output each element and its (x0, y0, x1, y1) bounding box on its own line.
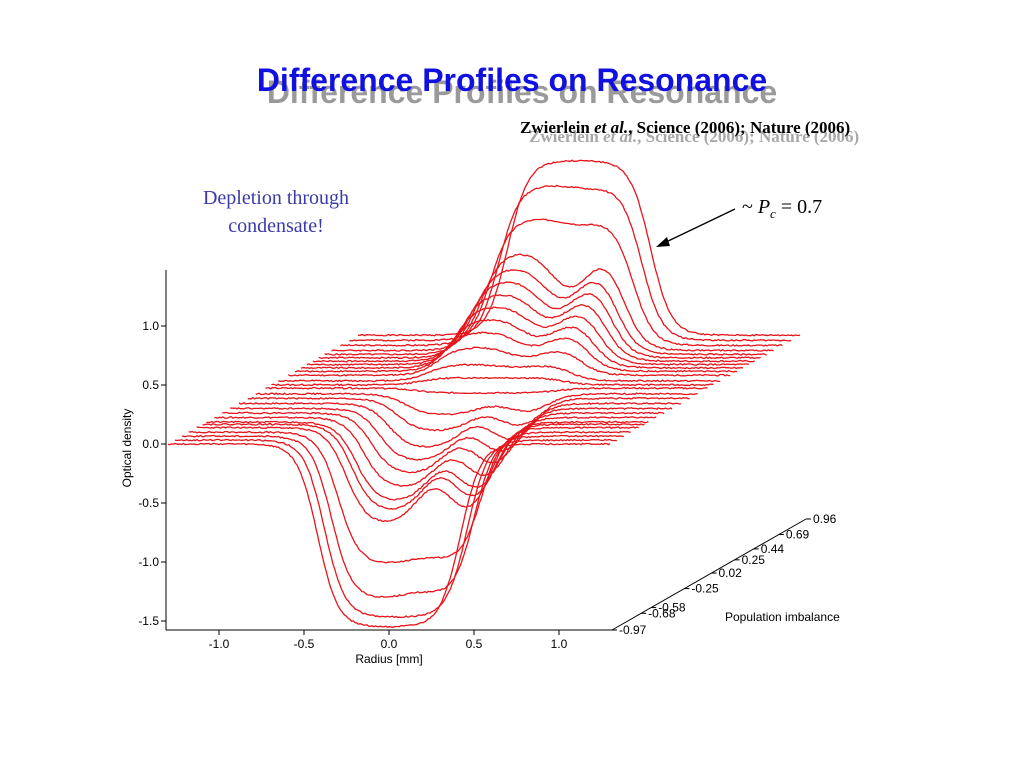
profile-curve (312, 293, 756, 363)
z-tick-label: 0.44 (761, 542, 785, 556)
pc-symbol: P (757, 196, 771, 218)
x-tick-label: 0.0 (381, 637, 398, 651)
x-axis-ticks: -1.0 -0.5 0.0 0.5 1.0 (209, 630, 568, 651)
profile-curve (174, 438, 617, 619)
x-tick-label: 1.0 (551, 637, 568, 651)
pc-arrow (656, 208, 736, 247)
pc-annotation: ~ Pc = 0.7 (742, 196, 823, 221)
z-axis-title: Population imbalance (725, 610, 840, 624)
profile-curve (222, 411, 665, 474)
pc-arrow-line (663, 208, 736, 244)
profile-curve (230, 407, 673, 461)
slide-title: Difference Profiles on Resonance (256, 62, 768, 98)
profile-curve (349, 184, 792, 342)
profile-curve (300, 318, 744, 370)
profile-curve (271, 376, 714, 387)
y-tick-label: 0.0 (142, 437, 159, 451)
y-tick-label: 0.5 (142, 378, 159, 392)
profile-curve (188, 430, 631, 564)
z-tick-label: 0.25 (742, 553, 766, 567)
profile-curve (340, 218, 783, 347)
y-axis-ticks: 1.0 0.5 0.0 -0.5 -1.0 -1.5 (138, 319, 166, 628)
profile-curve (214, 416, 657, 487)
chart-axes (165, 270, 807, 631)
z-axis-ticks: -0.97-0.68-0.58 -0.250.020.250.440.690.96 (612, 512, 837, 637)
citation-shadow: Zwierlein et al., Science (2006); Nature… (529, 127, 860, 146)
profile-curve (331, 253, 774, 352)
profile-curve (306, 306, 750, 366)
profile-curve (238, 401, 682, 448)
pc-value: = 0.7 (775, 196, 823, 218)
profile-curve (206, 420, 649, 501)
slide-title-block: Difference Profiles on Resonance Differe… (0, 62, 1024, 122)
z-tick-label: 0.96 (813, 512, 837, 526)
y-tick-label: -1.0 (138, 555, 159, 569)
profile-curve (358, 159, 801, 337)
profile-curve (181, 434, 624, 599)
z-tick-label: 0.02 (719, 566, 743, 580)
profile-curve (318, 281, 761, 360)
profile-curve (287, 346, 731, 377)
y-tick-label: 1.0 (142, 319, 159, 333)
slide-title-shadow: Difference Profiles on Resonance (266, 74, 778, 110)
profile-curves (167, 159, 801, 629)
citation-etal: et al. (594, 118, 629, 137)
depletion-note-line2: condensate! (228, 215, 324, 237)
y-tick-label: -0.5 (138, 496, 159, 510)
z-tick-label: -0.68 (648, 606, 676, 620)
profile-curve (324, 268, 767, 356)
z-tick-label: -0.97 (619, 623, 647, 637)
y-tick-label: -1.5 (138, 614, 159, 628)
x-axis-title: Radius [mm] (355, 652, 422, 666)
z-tick-label: -0.25 (691, 582, 719, 596)
z-tick-label: 0.69 (786, 528, 810, 542)
profile-curve (247, 396, 690, 432)
citation-journals: , Science (2006); Nature (2006) (628, 118, 851, 137)
profile-curve (277, 363, 721, 383)
x-tick-label: 0.5 (466, 637, 483, 651)
x-tick-label: -1.0 (209, 637, 230, 651)
citation: Zwierlein et al., Science (2006); Nature… (520, 118, 850, 138)
profile-curve (294, 331, 738, 373)
citation-block: Zwierlein et al., Science (2006); Nature… (520, 118, 940, 158)
profile-curve (167, 442, 611, 629)
depletion-note: Depletion through condensate! (176, 184, 376, 240)
citation-author: Zwierlein (520, 118, 590, 137)
z-tick-label: -0.58 (658, 601, 686, 615)
y-axis-title: Optical density (120, 409, 134, 488)
pc-subscript: c (770, 206, 776, 221)
profile-curve (255, 392, 698, 416)
profile-curve (202, 422, 645, 510)
pc-arrow-head (656, 237, 670, 247)
x-tick-label: -0.5 (294, 637, 315, 651)
profile-curve (196, 426, 639, 523)
depletion-note-line1: Depletion through (202, 187, 350, 209)
z-axis-line (611, 518, 807, 631)
profile-curve (265, 386, 708, 395)
